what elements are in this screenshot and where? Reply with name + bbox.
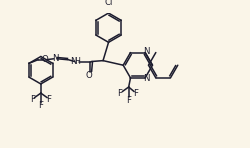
- Text: F: F: [126, 96, 131, 105]
- Text: N: N: [143, 74, 149, 83]
- Text: F: F: [134, 89, 138, 98]
- Text: F: F: [46, 95, 52, 104]
- Text: F: F: [30, 95, 35, 104]
- Text: N: N: [70, 57, 77, 66]
- Text: Cl: Cl: [104, 0, 113, 8]
- Text: O: O: [41, 55, 48, 64]
- Text: H: H: [74, 57, 80, 66]
- Text: F: F: [117, 89, 122, 98]
- Text: O: O: [86, 71, 93, 80]
- Text: N: N: [52, 54, 59, 63]
- Text: F: F: [38, 101, 43, 110]
- Text: N: N: [143, 47, 149, 56]
